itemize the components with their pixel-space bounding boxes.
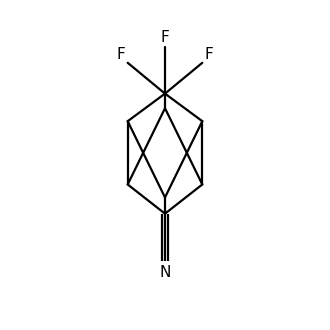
Text: F: F	[161, 30, 169, 45]
Text: N: N	[159, 265, 171, 280]
Text: F: F	[205, 47, 214, 62]
Text: F: F	[116, 47, 125, 62]
